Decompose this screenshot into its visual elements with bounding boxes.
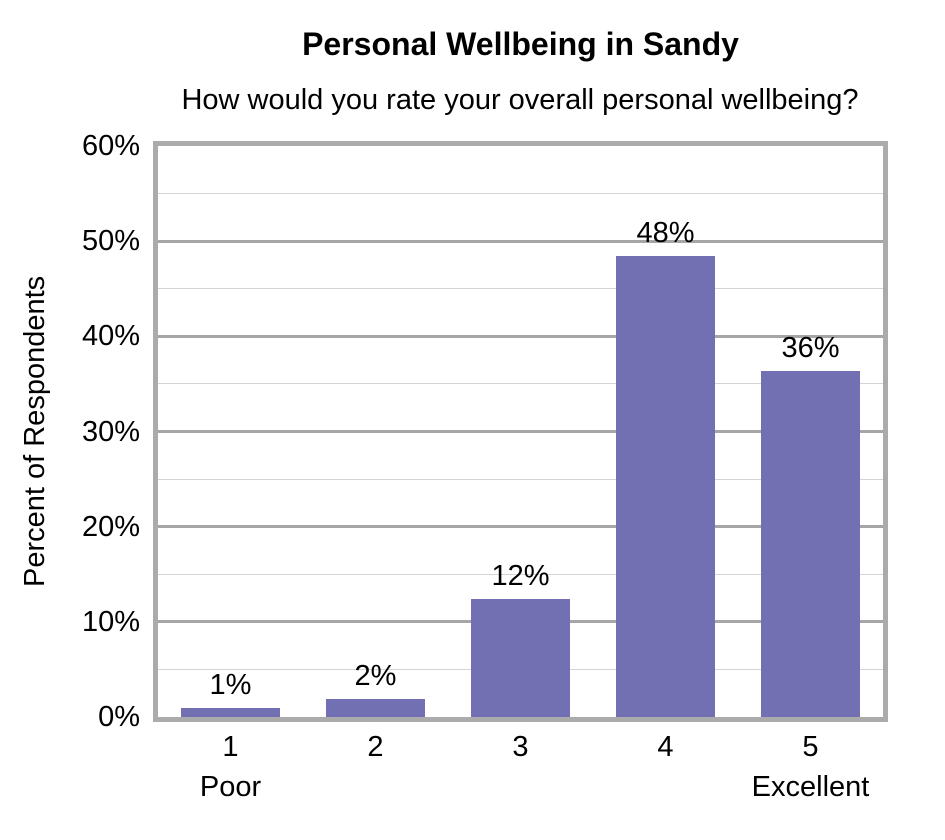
minor-gridline-55 (158, 193, 883, 195)
x-endpoint-label-3 (448, 768, 593, 806)
x-endpoint-label-4 (593, 768, 738, 806)
plot-area: 1% 2% 12% 48% 36% (153, 141, 888, 722)
y-tick-label-40: 40% (81, 320, 140, 353)
x-tick-label-1: 1 (222, 731, 239, 763)
x-endpoint-label-Poor: Poor (199, 771, 262, 803)
x-endpoint-label-Excellent: Excellent (751, 771, 870, 803)
data-label-5: 36% (781, 331, 840, 364)
bar-2 (326, 698, 425, 717)
x-tick-label-3: 3 (512, 731, 529, 763)
minor-gridline-35 (158, 383, 883, 385)
bar-1 (181, 708, 280, 717)
minor-gridline-25 (158, 478, 883, 480)
y-tick-label-10: 10% (81, 605, 140, 638)
data-label-3: 12% (491, 560, 550, 592)
chart-subtitle: How would you rate your overall personal… (181, 84, 859, 116)
data-label-2: 2% (354, 659, 397, 692)
bar-slot-3: 12% (448, 146, 593, 717)
y-tick-label-60: 60% (81, 130, 140, 162)
x-tick-label-4: 4 (657, 731, 674, 763)
x-tick-label-2: 2 (367, 731, 384, 763)
major-gridline-40 (158, 334, 883, 338)
data-label-4: 48% (636, 217, 695, 250)
x-endpoint-label-2 (303, 768, 448, 806)
y-tick-label-0: 0% (98, 701, 140, 733)
major-gridline-30 (158, 430, 883, 433)
bar-3 (471, 599, 570, 717)
minor-gridline-15 (158, 573, 883, 575)
bar-slot-1: 1% (158, 146, 303, 717)
bar-slot-2: 2% (303, 146, 448, 717)
major-gridline-20 (158, 525, 883, 529)
x-axis-endpoint-labels: Poor Excellent (158, 768, 883, 806)
major-gridline-50 (158, 239, 883, 243)
minor-gridline-45 (158, 288, 883, 290)
bar-slot-5: 36% (738, 146, 883, 717)
data-label-1: 1% (209, 669, 252, 702)
chart-title: Personal Wellbeing in Sandy (302, 26, 739, 62)
y-tick-label-20: 20% (81, 510, 140, 543)
x-axis-tick-labels: 1 2 3 4 5 (158, 728, 883, 766)
y-tick-label-30: 30% (81, 415, 140, 448)
y-tick-label-50: 50% (81, 225, 140, 258)
bar-slot-4: 48% (593, 146, 738, 717)
bar-5 (761, 370, 860, 717)
x-tick-label-5: 5 (802, 731, 819, 763)
bar-4 (616, 256, 715, 717)
bars-layer: 1% 2% 12% 48% 36% (158, 146, 883, 717)
